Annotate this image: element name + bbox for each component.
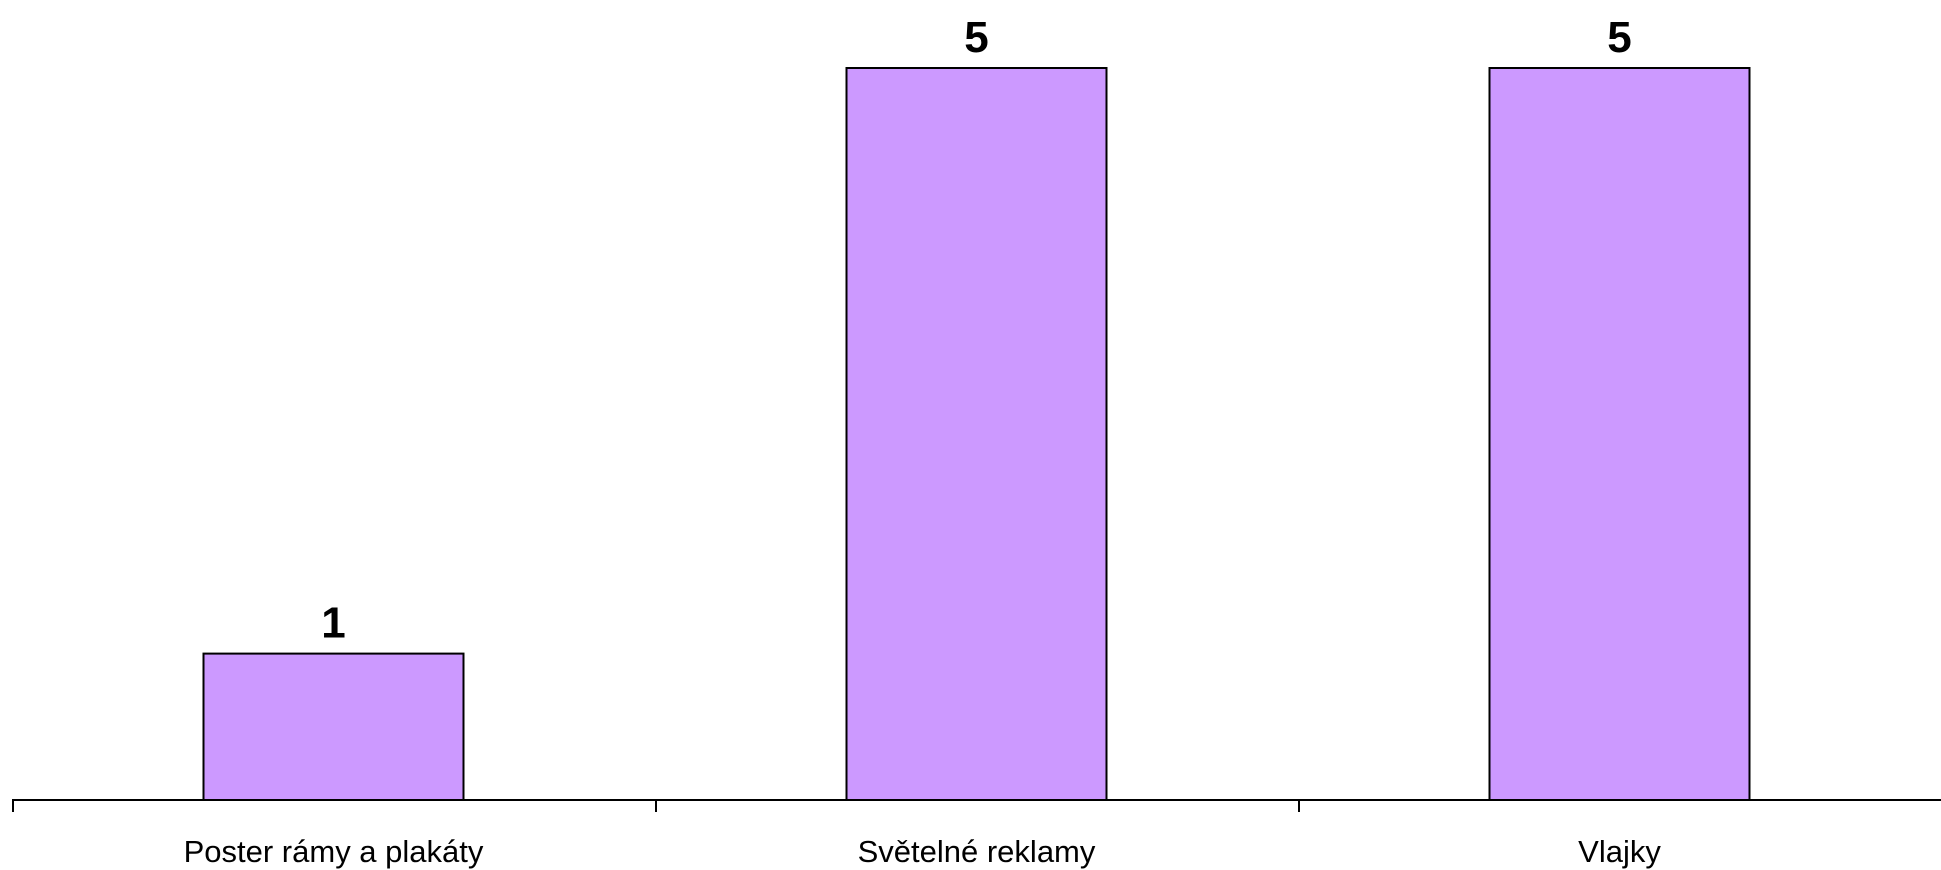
bar [1488, 67, 1751, 801]
bar [202, 652, 465, 801]
x-axis [12, 799, 1941, 812]
x-tick-labels-group: Poster rámy a plakáty Světelné reklamy Vla… [184, 834, 1662, 869]
x-tick-label: Poster rámy a plakáty [184, 834, 484, 869]
data-label: 1 [321, 599, 345, 648]
data-label: 5 [964, 13, 988, 62]
data-labels-group: 1 5 5 [321, 13, 1631, 648]
x-tick-label: Vlajky [1578, 834, 1661, 869]
data-label: 5 [1607, 13, 1631, 62]
bars-group [202, 67, 1751, 801]
bar [845, 67, 1108, 801]
x-tick-label: Světelné reklamy [858, 834, 1096, 869]
